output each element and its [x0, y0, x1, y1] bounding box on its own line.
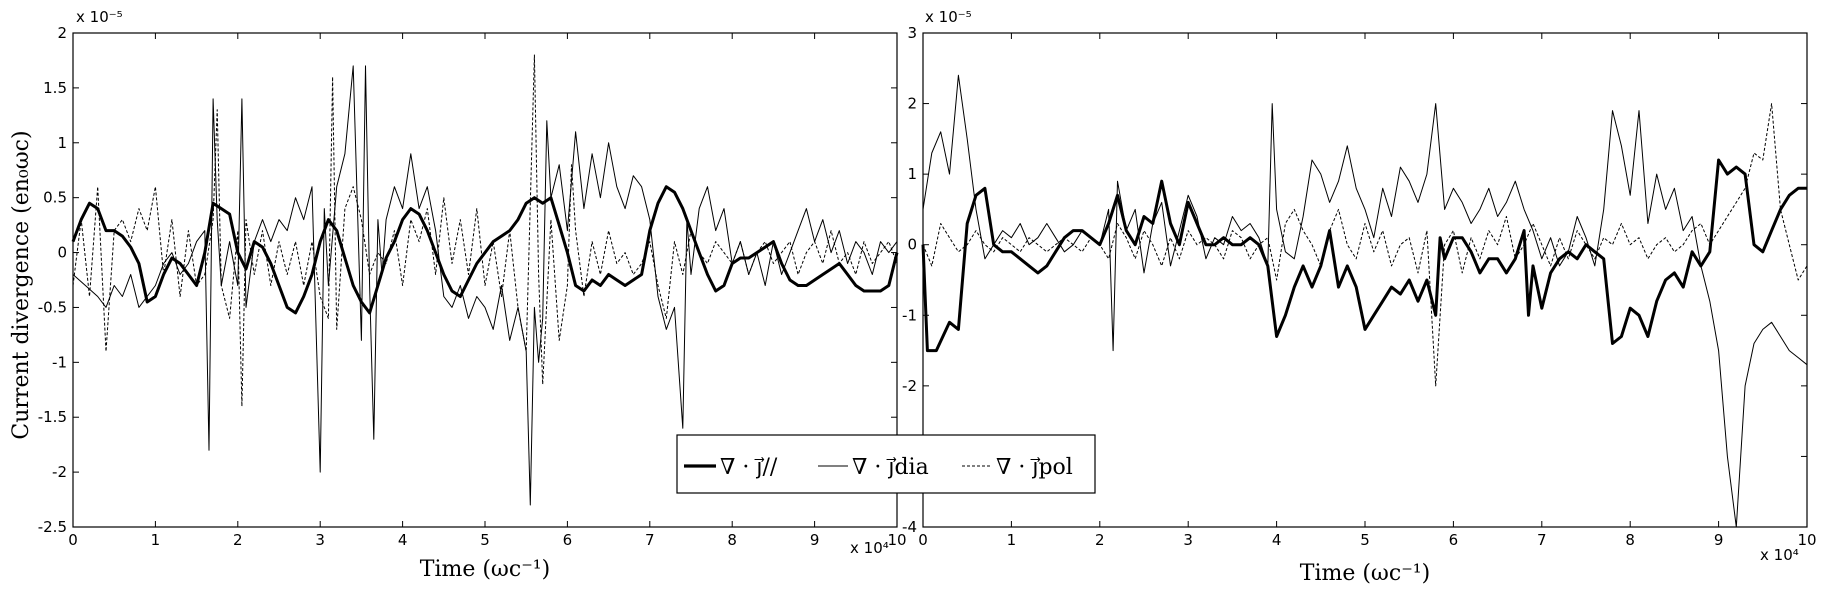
- right-x-tick-label: 2: [1095, 531, 1105, 549]
- left-axis-ticks: 0 1 2 3 4 5 6 7 8 9 10 -2.5 -2 -1.5 -1 -0.5 0 0.5 1 1.5 2: [38, 24, 907, 549]
- left-x-tick-label: 0: [68, 531, 78, 549]
- right-x-tick-label: 1: [1007, 531, 1017, 549]
- left-series-thick: [71, 185, 899, 315]
- left-series-dashed: [72, 54, 898, 407]
- left-x-tick-label: 9: [810, 531, 820, 549]
- y-axis-label: Current divergence (en₀ωc): [9, 130, 34, 439]
- left-x-axis-label: Time (ωc⁻¹): [420, 557, 550, 582]
- right-x-tick-label: 10: [1797, 531, 1816, 549]
- right-x-tick-label: 6: [1449, 531, 1459, 549]
- right-y-tick-label: -2: [902, 377, 917, 395]
- right-y-tick-label: -4: [902, 518, 917, 536]
- right-y-tick-label: 3: [907, 24, 917, 42]
- left-panel: 0 1 2 3 4 5 6 7 8 9 10 -2.5 -2 -1.5 -1 -0.5 0 0.5 1 1.5 2 x …: [9, 8, 907, 582]
- left-y-tick-label: -2.5: [38, 518, 67, 536]
- left-y-tick-label: -0.5: [38, 298, 67, 316]
- right-y-tick-label: 2: [907, 95, 917, 113]
- right-plot-series: [921, 74, 1808, 528]
- right-series-thick: [921, 158, 1807, 353]
- legend: ∇ · j⃗// ∇ · j⃗dia ∇ · j⃗pol: [676, 434, 1096, 494]
- left-y-tick-label: -1: [52, 353, 67, 371]
- left-x-tick-label: 5: [480, 531, 490, 549]
- left-y-tick-label: -2: [52, 463, 67, 481]
- legend-label-parallel: ∇ · j⃗//: [720, 455, 778, 480]
- left-x-tick-label: 2: [233, 531, 243, 549]
- right-x-tick-label: 5: [1360, 531, 1370, 549]
- left-x-tick-label: 4: [398, 531, 408, 549]
- right-x-tick-label: 8: [1625, 531, 1635, 549]
- left-y-multiplier: x 10⁻⁵: [76, 8, 123, 26]
- left-x-tick-label: 3: [315, 531, 325, 549]
- left-x-tick-label: 7: [645, 531, 655, 549]
- legend-label-pol: ∇ · j⃗pol: [996, 455, 1073, 480]
- left-x-tick-label: 6: [563, 531, 573, 549]
- right-x-axis-label: Time (ωc⁻¹): [1300, 561, 1430, 586]
- left-y-tick-label: 0: [57, 244, 67, 262]
- left-y-tick-label: 1.5: [43, 79, 67, 97]
- left-plot-series: [71, 54, 899, 506]
- left-x-multiplier: x 10⁴: [850, 539, 889, 557]
- left-y-tick-label: -1.5: [38, 408, 67, 426]
- right-x-multiplier: x 10⁴: [1760, 546, 1799, 564]
- left-y-tick-label: 2: [57, 24, 67, 42]
- right-y-tick-label: -1: [902, 306, 917, 324]
- left-x-tick-label: 1: [151, 531, 161, 549]
- right-y-tick-label: 0: [907, 236, 917, 254]
- right-x-tick-label: 9: [1714, 531, 1724, 549]
- right-series-dashed: [922, 103, 1808, 387]
- right-y-multiplier: x 10⁻⁵: [925, 8, 972, 26]
- right-x-tick-label: 0: [918, 531, 928, 549]
- right-x-tick-label: 7: [1537, 531, 1547, 549]
- legend-box: [676, 434, 1096, 494]
- right-x-tick-label: 3: [1183, 531, 1193, 549]
- right-x-tick-label: 4: [1272, 531, 1282, 549]
- left-y-tick-label: 0.5: [43, 189, 67, 207]
- left-y-tick-label: 1: [57, 134, 67, 152]
- legend-label-dia: ∇ · j⃗dia: [852, 455, 929, 480]
- left-x-tick-label: 10: [887, 531, 906, 549]
- right-y-tick-label: 1: [907, 165, 917, 183]
- left-x-tick-label: 8: [727, 531, 737, 549]
